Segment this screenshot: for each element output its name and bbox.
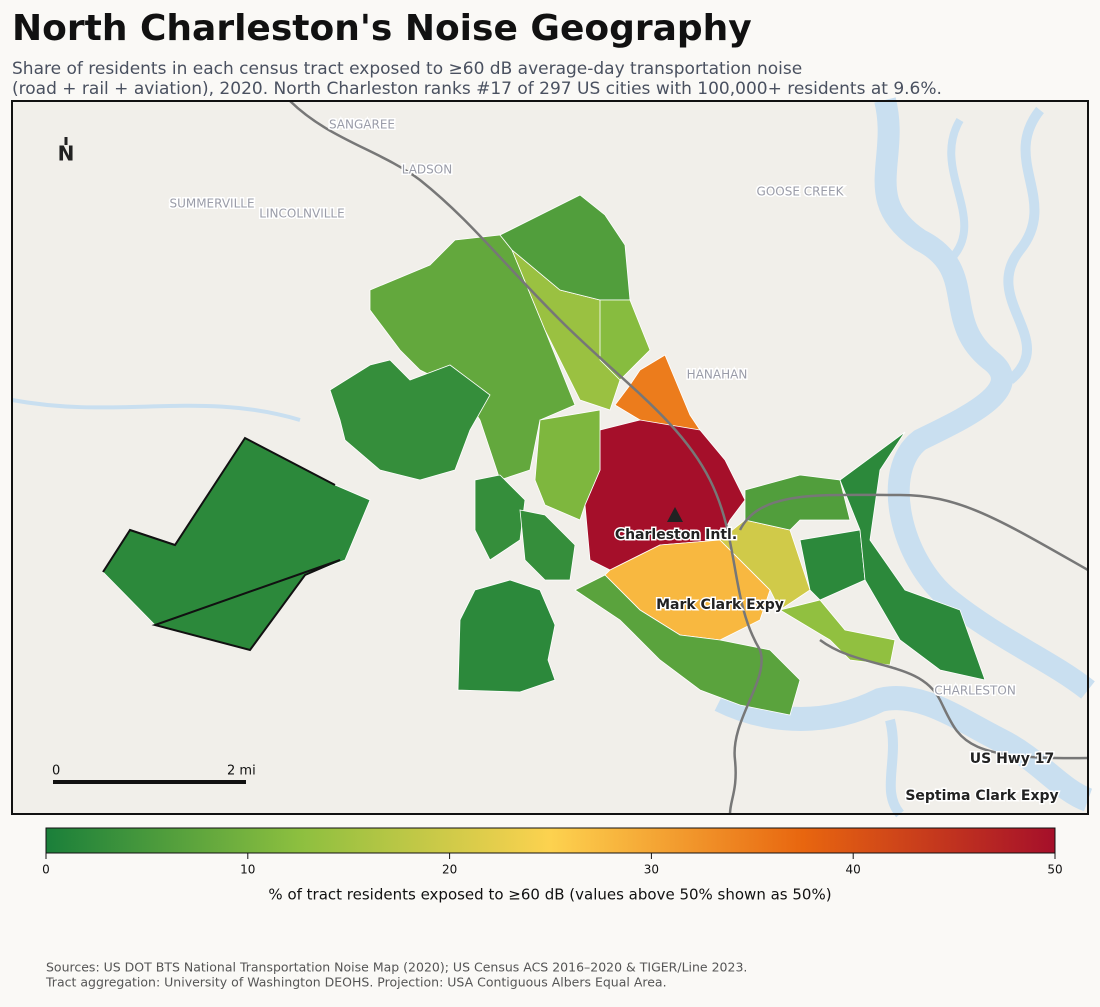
place-label: LADSON — [402, 163, 452, 177]
colorbar-tick-label: 20 — [442, 863, 457, 877]
map: SANGAREE LADSON SUMMERVILLE LINCOLNVILLE GOO… — [11, 97, 1095, 818]
place-label: GOOSE CREEK — [757, 185, 845, 199]
tract — [599, 299, 651, 381]
source-note: Tract aggregation: University of Washing… — [45, 975, 667, 990]
landmark-label: Mark Clark Expy — [656, 597, 784, 613]
tracts — [102, 194, 986, 716]
airport-marker — [667, 507, 683, 522]
colorbar — [45, 827, 1056, 854]
water — [11, 97, 1095, 818]
landmark-label: Septima Clark Expy — [905, 788, 1058, 804]
place-label: CHARLESTON — [934, 684, 1016, 698]
tract — [744, 474, 851, 531]
place-label: SANGAREE — [329, 118, 395, 132]
tract — [474, 474, 526, 561]
colorbar-tick-label: 10 — [240, 863, 255, 877]
tract — [519, 509, 576, 581]
place-label: SUMMERVILLE — [169, 197, 254, 211]
colorbar-tick-label: 0 — [42, 863, 50, 877]
legend: % of tract residents exposed to ≥60 dB (… — [42, 827, 1063, 904]
source-note: Sources: US DOT BTS National Transportat… — [46, 960, 747, 975]
scale-label: 2 mi — [227, 764, 256, 779]
tract — [534, 409, 601, 521]
city-boundary — [102, 436, 341, 652]
landmark-label: US Hwy 17 — [970, 751, 1054, 767]
tract — [369, 234, 576, 481]
place-label: LINCOLNVILLE — [259, 207, 344, 221]
subtitle: (road + rail + aviation), 2020. North Ch… — [12, 79, 942, 99]
colorbar-tick-label: 30 — [644, 863, 659, 877]
tract — [457, 579, 556, 693]
colorbar-label: % of tract residents exposed to ≥60 dB (… — [268, 886, 831, 904]
map-frame — [11, 100, 1089, 815]
subtitle: Share of residents in each census tract … — [12, 59, 802, 79]
title: North Charleston's Noise Geography — [12, 8, 752, 49]
north-arrow: N — [58, 142, 75, 166]
tract — [778, 599, 896, 666]
tract — [329, 359, 491, 481]
tract — [799, 529, 866, 601]
colorbar-tick-label: 50 — [1047, 863, 1062, 877]
place-label: HANAHAN — [687, 368, 748, 382]
landmark-label: Charleston Intl. — [615, 527, 737, 543]
scale-label: 0 — [52, 764, 60, 779]
tract — [574, 574, 801, 716]
colorbar-tick-label: 40 — [846, 863, 861, 877]
roads — [289, 100, 1089, 815]
